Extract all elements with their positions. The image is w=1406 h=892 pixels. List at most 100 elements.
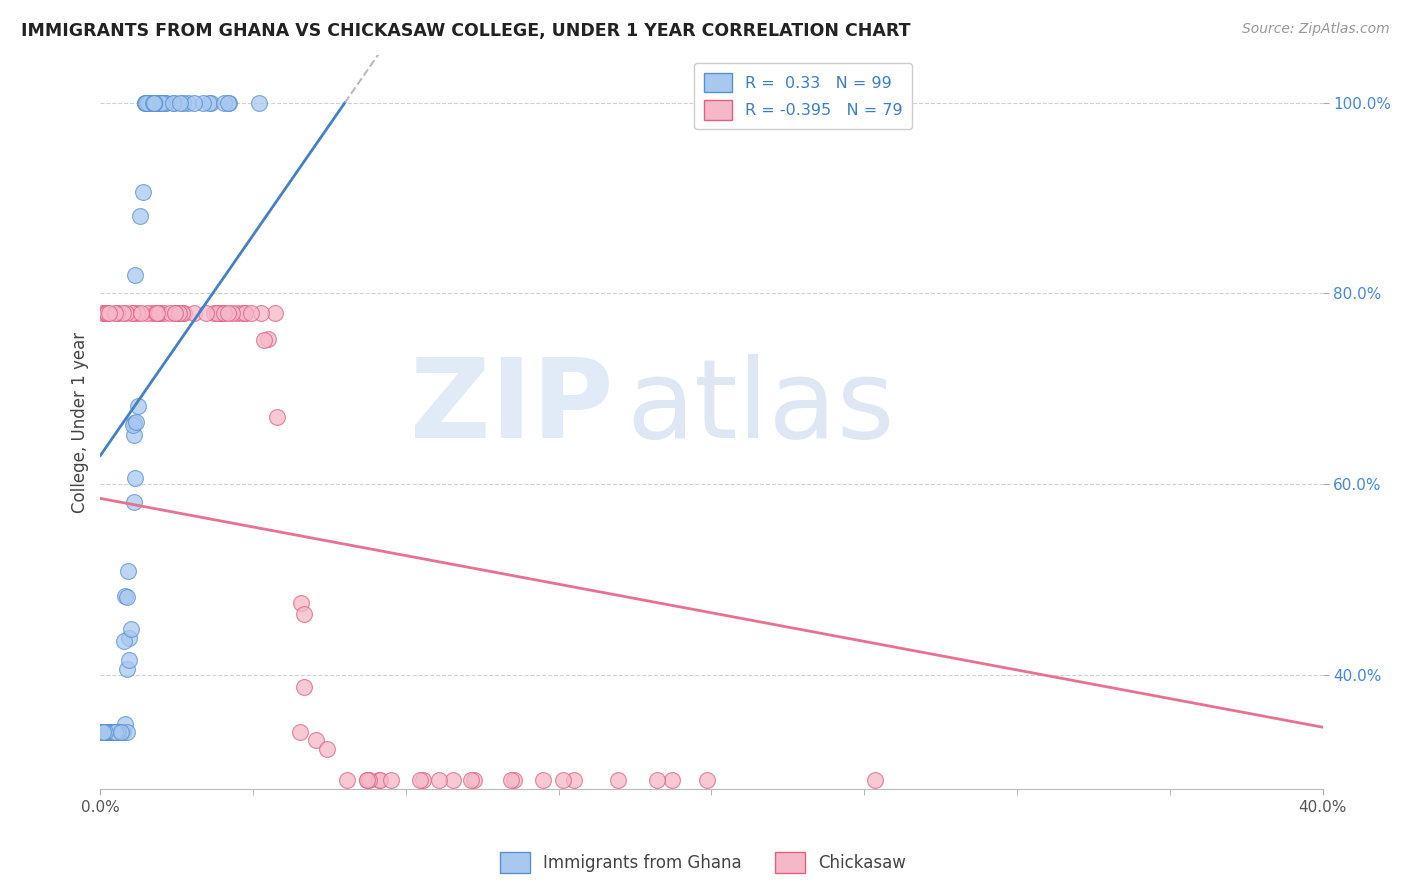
Point: [93, 725, 115, 739]
Point: [93, 725, 115, 739]
Point: [235, 305, 257, 319]
Text: IMMIGRANTS FROM GHANA VS CHICKASAW COLLEGE, UNDER 1 YEAR CORRELATION CHART: IMMIGRANTS FROM GHANA VS CHICKASAW COLLE…: [21, 22, 911, 40]
Point: [356, 772, 378, 787]
Point: [551, 772, 574, 787]
Point: [143, 95, 166, 110]
Point: [136, 95, 159, 110]
Point: [292, 607, 315, 621]
Point: [117, 564, 139, 578]
Point: [239, 305, 262, 319]
Point: [122, 495, 145, 509]
Point: [212, 95, 235, 110]
Point: [148, 305, 170, 319]
Point: [233, 305, 256, 319]
Point: [97, 725, 120, 739]
Point: [412, 772, 434, 787]
Point: [104, 725, 127, 739]
Point: [207, 305, 229, 319]
Point: [226, 305, 249, 319]
Point: [96, 725, 118, 739]
Point: [127, 399, 149, 413]
Point: [97, 725, 120, 739]
Point: [356, 772, 378, 787]
Point: [162, 95, 184, 110]
Point: [94, 725, 117, 739]
Point: [105, 305, 128, 319]
Point: [166, 305, 188, 319]
Point: [134, 95, 156, 110]
Point: [105, 725, 128, 739]
Point: [110, 725, 132, 739]
Point: [136, 95, 159, 110]
Point: [93, 725, 115, 739]
Point: [148, 305, 170, 319]
Point: [368, 772, 391, 787]
Point: [105, 725, 128, 739]
Point: [93, 725, 115, 739]
Point: [305, 733, 328, 747]
Point: [93, 725, 115, 739]
Point: [93, 725, 115, 739]
Point: [115, 662, 138, 676]
Point: [97, 725, 120, 739]
Point: [93, 725, 115, 739]
Point: [165, 305, 187, 319]
Point: [107, 305, 129, 319]
Point: [122, 428, 145, 442]
Point: [104, 305, 127, 319]
Point: [97, 725, 120, 739]
Point: [155, 95, 177, 110]
Point: [153, 305, 176, 319]
Point: [122, 417, 145, 432]
Point: [101, 725, 124, 739]
Point: [249, 305, 271, 319]
Point: [247, 95, 270, 110]
Point: [124, 471, 146, 485]
Point: [336, 772, 359, 787]
Point: [169, 305, 191, 319]
Point: [107, 725, 129, 739]
Point: [531, 772, 554, 787]
Point: [112, 305, 135, 319]
Point: [98, 725, 121, 739]
Point: [136, 305, 159, 319]
Point: [380, 772, 402, 787]
Point: [207, 305, 229, 319]
Point: [863, 772, 886, 787]
Point: [198, 95, 221, 110]
Point: [141, 305, 163, 319]
Point: [93, 305, 115, 319]
Point: [429, 772, 451, 787]
Point: [93, 725, 115, 739]
Point: [114, 589, 136, 603]
Point: [98, 305, 121, 319]
Point: [111, 725, 134, 739]
Point: [172, 95, 194, 110]
Point: [177, 95, 200, 110]
Point: [94, 305, 117, 319]
Point: [129, 305, 152, 319]
Point: [217, 305, 239, 319]
Point: [103, 725, 125, 739]
Point: [290, 596, 312, 610]
Point: [134, 95, 156, 110]
Point: [153, 95, 176, 110]
Point: [94, 725, 117, 739]
Point: [96, 725, 118, 739]
Point: [104, 725, 127, 739]
Point: [122, 416, 145, 430]
Point: [149, 95, 172, 110]
Point: [96, 725, 118, 739]
Point: [101, 725, 124, 739]
Point: [117, 725, 139, 739]
Point: [125, 305, 148, 319]
Point: [143, 95, 166, 110]
Point: [169, 95, 191, 110]
Point: [217, 95, 239, 110]
Point: [503, 772, 526, 787]
Point: [194, 305, 217, 319]
Point: [159, 305, 181, 319]
Point: [231, 305, 253, 319]
Point: [200, 95, 222, 110]
Point: [103, 725, 125, 739]
